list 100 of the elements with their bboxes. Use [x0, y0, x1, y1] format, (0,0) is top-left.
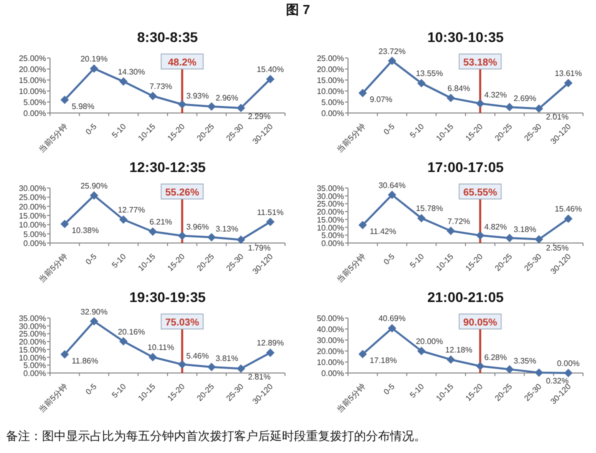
point: [119, 78, 128, 86]
point: [506, 234, 514, 242]
point: [446, 226, 455, 235]
x-tick-label: 当前5分钟: [36, 382, 70, 414]
x-tick-label: 0-5: [84, 382, 99, 397]
point: [417, 214, 426, 222]
y-tick-label: 10.00%: [18, 353, 46, 362]
y-tick-label: 20.00%: [316, 347, 344, 356]
y-tick-label: 25.00%: [18, 193, 46, 202]
data-label: 13.55%: [416, 69, 444, 78]
data-label: 3.35%: [514, 356, 536, 366]
y-tick-label: 35.00%: [316, 184, 344, 193]
data-label: 5.98%: [72, 102, 94, 111]
y-tick-label: 20.00%: [18, 65, 46, 74]
data-label: 13.61%: [554, 69, 582, 78]
data-label: 0.00%: [556, 359, 580, 368]
point: [266, 75, 274, 84]
y-tick-label: 20.00%: [316, 65, 344, 74]
data-label: 11.51%: [257, 208, 284, 217]
data-label: 12.18%: [445, 346, 472, 355]
data-label: 7.73%: [149, 82, 172, 91]
point: [266, 218, 274, 226]
data-label: 4.32%: [484, 90, 507, 100]
data-label: 32.90%: [80, 307, 108, 316]
point: [236, 236, 245, 244]
y-tick-label: 25.00%: [18, 330, 46, 339]
x-tick-label: 当前5分钟: [334, 252, 368, 284]
point: [506, 365, 514, 374]
point: [358, 221, 367, 230]
point: [119, 337, 128, 346]
point: [236, 104, 245, 112]
point: [534, 368, 543, 377]
x-tick-label: 0-5: [84, 252, 99, 267]
data-label: 6.21%: [149, 218, 172, 227]
data-label: 2.81%: [248, 372, 271, 382]
ref-line-label: 90.05%: [463, 318, 498, 328]
data-label: 2.35%: [546, 243, 569, 252]
y-tick-label: 0.00%: [321, 239, 344, 248]
x-tick-label: 0-5: [382, 122, 397, 137]
x-tick-label: 当前5分钟: [334, 382, 368, 414]
data-label: 2.29%: [248, 112, 271, 121]
y-tick-label: 15.00%: [18, 76, 46, 85]
data-label: 14.30%: [118, 68, 146, 77]
data-label: 20.00%: [416, 337, 444, 346]
point: [446, 356, 455, 364]
point: [208, 102, 216, 110]
chart-title: 12:30-12:35: [129, 159, 206, 175]
data-label: 17.18%: [370, 356, 397, 366]
x-tick-label: 当前5分钟: [36, 252, 70, 284]
point: [60, 350, 69, 358]
y-tick-label: 25.00%: [316, 200, 344, 209]
data-label: 30.64%: [378, 180, 406, 190]
y-tick-label: 5.00%: [321, 231, 344, 240]
y-tick-label: 5.00%: [23, 98, 46, 107]
point: [388, 190, 396, 199]
x-tick-label: 0-5: [84, 122, 99, 137]
y-tick-label: 0.00%: [23, 239, 46, 248]
y-tick-label: 5.00%: [23, 230, 46, 239]
point: [564, 79, 572, 88]
data-label: 20.16%: [118, 327, 146, 336]
data-label: 2.01%: [546, 112, 569, 122]
text: 备注：图中显示占比为每五分钟内首次拨打客户后延时段重复拨打的分布情况。: [6, 429, 426, 443]
data-label: 3.93%: [186, 91, 209, 100]
x-tick-label: 当前5分钟: [334, 122, 368, 154]
data-label: 5.46%: [186, 351, 209, 360]
data-label: 2.69%: [514, 94, 536, 104]
point: [90, 317, 98, 326]
point: [534, 235, 543, 244]
y-tick-label: 15.00%: [18, 212, 46, 220]
data-label: 2.96%: [216, 93, 238, 102]
point: [148, 228, 157, 236]
data-label: 6.28%: [484, 353, 507, 362]
point: [148, 353, 157, 362]
chart-title: 19:30-19:35: [129, 289, 206, 305]
ref-line-label: 75.03%: [165, 318, 200, 328]
data-label: 11.86%: [72, 356, 98, 366]
point: [358, 350, 367, 358]
y-tick-label: 0.00%: [23, 369, 46, 378]
data-label: 15.78%: [416, 204, 444, 214]
data-label: 25.90%: [80, 182, 108, 191]
y-tick-label: 25.00%: [316, 54, 344, 63]
point: [388, 56, 396, 65]
y-tick-label: 30.00%: [316, 192, 344, 201]
point: [417, 347, 426, 355]
point: [506, 103, 514, 112]
point: [148, 92, 157, 100]
point: [208, 233, 216, 242]
y-tick-label: 40.00%: [316, 325, 344, 334]
y-tick-label: 30.00%: [18, 322, 46, 331]
data-label: 15.40%: [256, 65, 284, 74]
point: [476, 99, 484, 108]
point: [266, 348, 274, 357]
y-tick-label: 10.00%: [316, 223, 344, 232]
chart-title: 21:00-21:05: [427, 289, 504, 305]
chart-title: 10:30-10:35: [427, 29, 504, 45]
x-tick-label: 当前5分钟: [36, 122, 70, 154]
x-tick-label: 0-5: [382, 382, 397, 397]
data-label: 3.13%: [216, 224, 238, 234]
ref-line-label: 65.55%: [463, 188, 498, 198]
y-tick-label: 10.00%: [316, 358, 344, 367]
